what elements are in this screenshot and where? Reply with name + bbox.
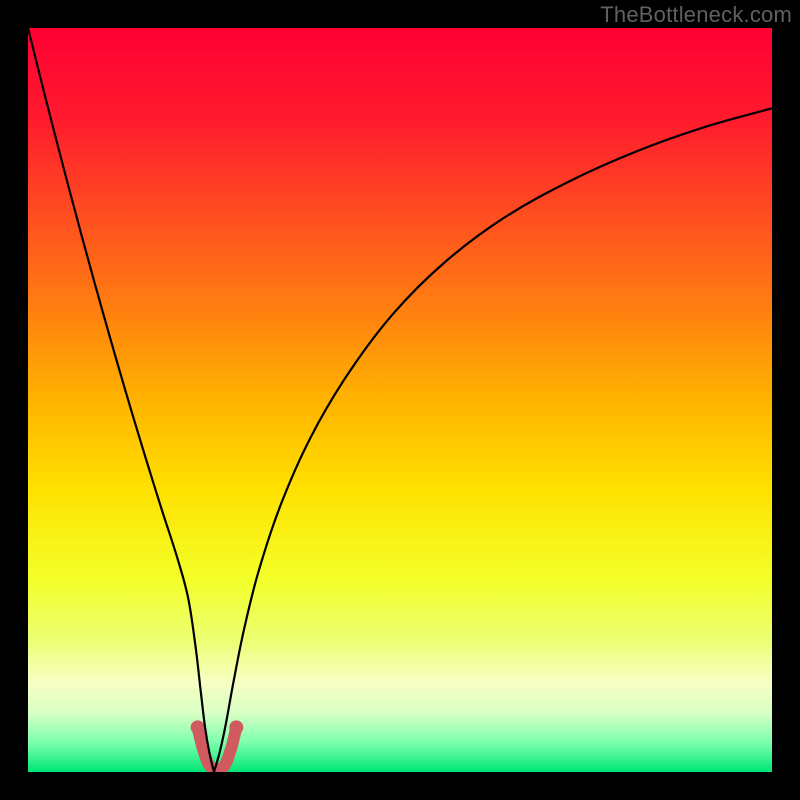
chart-frame: TheBottleneck.com bbox=[0, 0, 800, 800]
gradient-background bbox=[28, 28, 772, 772]
marker-end-left bbox=[191, 720, 205, 734]
bottleneck-curve-chart bbox=[28, 28, 772, 772]
watermark-text: TheBottleneck.com bbox=[600, 2, 792, 28]
marker-end-right bbox=[229, 720, 243, 734]
